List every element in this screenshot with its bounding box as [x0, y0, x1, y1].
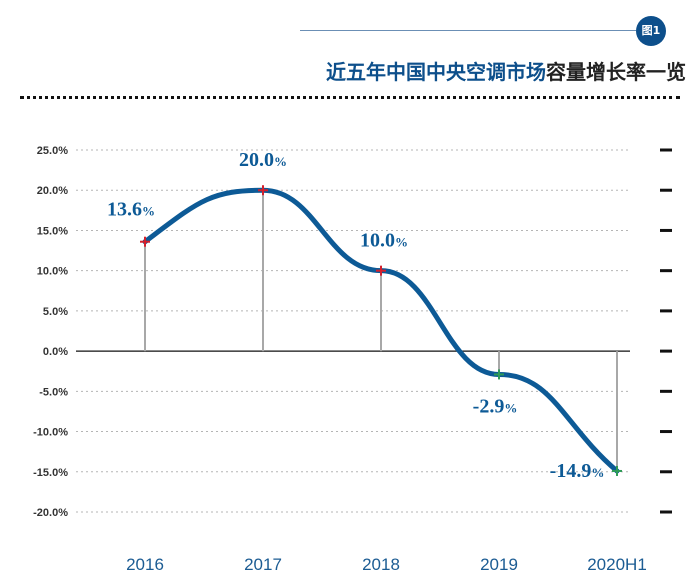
y-tick-label: 15.0%	[37, 225, 68, 237]
x-category-label: 2019	[480, 555, 518, 574]
data-label-number: -2.9	[473, 395, 505, 417]
title-rest: 容量增长率一览	[546, 60, 686, 84]
title-dotted-divider	[20, 96, 680, 99]
x-category-label: 2020H1	[587, 555, 647, 574]
data-label-unit: %	[274, 154, 287, 169]
chart-title: 近五年中国中央空调市场容量增长率一览	[290, 56, 686, 85]
data-label: -2.9%	[473, 395, 518, 417]
figure-badge: 图1	[636, 16, 666, 46]
series-line	[142, 187, 620, 474]
data-label: 13.6%	[107, 199, 155, 221]
y-tick-label: 10.0%	[37, 266, 68, 278]
data-label-number: 20.0	[239, 149, 274, 171]
y-tick-label: -20.0%	[33, 507, 68, 519]
data-label-unit: %	[591, 465, 604, 480]
data-label-unit: %	[504, 400, 517, 415]
badge-rule	[300, 30, 636, 31]
data-label: 20.0%	[239, 149, 287, 171]
data-label: -14.9%	[550, 460, 605, 482]
data-label: 10.0%	[360, 230, 408, 252]
title-highlight: 近五年中国中央空调市场	[326, 60, 546, 84]
x-category-label: 2016	[126, 555, 164, 574]
data-label-number: 10.0	[360, 230, 395, 252]
x-category-label: 2018	[362, 555, 400, 574]
x-category-label: 2017	[244, 555, 282, 574]
data-label-number: 13.6	[107, 199, 142, 221]
y-tick-label: 25.0%	[37, 145, 68, 157]
data-label-unit: %	[395, 235, 408, 250]
data-label-number: -14.9	[550, 460, 592, 482]
y-tick-label: 5.0%	[43, 306, 68, 318]
y-tick-label: 0.0%	[43, 346, 68, 358]
y-tick-label: -15.0%	[33, 467, 68, 479]
y-tick-label: 20.0%	[37, 185, 68, 197]
y-tick-label: -5.0%	[39, 386, 68, 398]
data-label-unit: %	[142, 204, 155, 219]
y-tick-label: -10.0%	[33, 427, 68, 439]
